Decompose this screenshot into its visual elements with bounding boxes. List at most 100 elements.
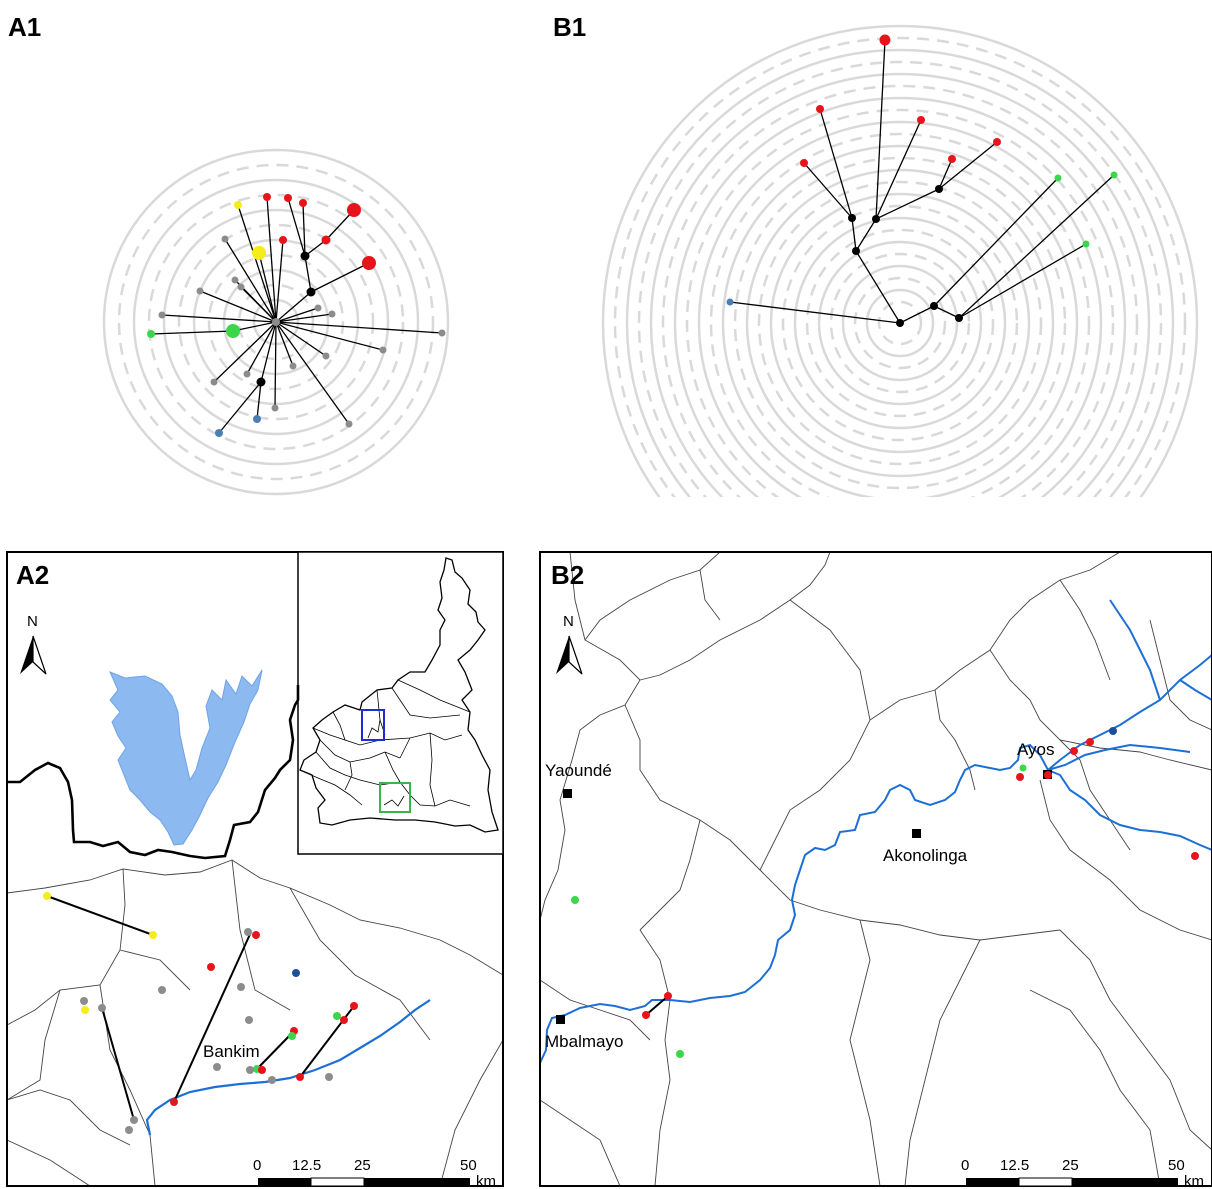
- a2-frame: [6, 551, 504, 1187]
- a1-node: [289, 362, 297, 370]
- a2-point: [252, 931, 260, 939]
- a1-node: [362, 256, 376, 270]
- a2-point: [245, 1016, 253, 1024]
- panel-label-b1: B1: [553, 12, 586, 42]
- a1-node: [321, 235, 331, 245]
- a1-node: [306, 287, 316, 297]
- a2-inset-frame: [297, 551, 504, 855]
- a1-node: [279, 236, 287, 244]
- a1-node: [158, 311, 166, 319]
- panel-label-a2: A2: [16, 560, 49, 590]
- town-yaounde-marker: [563, 789, 572, 798]
- b1-rings: [601, 24, 1199, 497]
- a1-node: [328, 310, 336, 318]
- b1-node: [848, 214, 856, 222]
- a1-node: [345, 420, 353, 428]
- svg-text:N: N: [563, 613, 574, 630]
- b1-node: [726, 298, 734, 306]
- b1-node: [879, 34, 891, 46]
- b2-rivers: [540, 599, 1212, 1064]
- a2-point: [125, 1126, 133, 1134]
- a1-node: [271, 404, 279, 412]
- b1-node: [800, 159, 808, 167]
- a2-point: [268, 1076, 276, 1084]
- a1-node: [438, 329, 446, 337]
- a2-point: [296, 1073, 304, 1081]
- scale-t0: 0: [961, 1157, 969, 1174]
- a1-node: [347, 203, 361, 217]
- b1-node: [852, 247, 860, 255]
- scale-t3: 50: [460, 1157, 477, 1174]
- a1-node: [272, 318, 280, 326]
- b1-node: [1110, 171, 1118, 179]
- cameroon-outline: [299, 557, 499, 833]
- b2-point: [1019, 764, 1027, 772]
- a2-point: [149, 931, 157, 939]
- a1-node: [322, 352, 330, 360]
- b2-point: [1109, 727, 1117, 735]
- a2-point: [130, 1116, 138, 1124]
- b1-edges: [729, 39, 1115, 324]
- a1-node: [299, 199, 307, 207]
- north-arrow-b2: N: [556, 613, 583, 675]
- b1-node: [935, 185, 943, 193]
- a2-point: [170, 1098, 178, 1106]
- a2-point: [340, 1016, 348, 1024]
- b1-node: [896, 319, 904, 327]
- place-yaounde: Yaoundé: [545, 761, 612, 780]
- b2-boundaries: [540, 552, 1212, 1186]
- b1-node: [993, 138, 1001, 146]
- a2-point: [244, 928, 252, 936]
- scale-unit: km: [476, 1173, 496, 1189]
- a2-point: [333, 1012, 341, 1020]
- b1-node: [917, 116, 925, 124]
- b2-scalebar: 0 12.5 25 50 km: [961, 1157, 1204, 1189]
- a1-network: [102, 148, 450, 496]
- svg-text:N: N: [27, 613, 38, 630]
- a2-border: [7, 685, 300, 860]
- a1-node: [226, 324, 240, 338]
- a2-point: [98, 1004, 106, 1012]
- b2-point: [571, 896, 579, 904]
- scale-t1: 12.5: [1000, 1157, 1029, 1174]
- a2-point: [213, 1063, 221, 1071]
- panel-label-b2: B2: [551, 560, 584, 590]
- b1-node: [816, 105, 824, 113]
- a1-node: [221, 235, 229, 243]
- a2-point: [350, 1002, 358, 1010]
- a2-point: [258, 1066, 266, 1074]
- b2-point: [664, 992, 672, 1000]
- place-akonolinga: Akonolinga: [883, 846, 968, 865]
- a2-point: [207, 963, 215, 971]
- a1-node: [196, 287, 204, 295]
- b2-point: [1044, 771, 1052, 779]
- a1-node: [314, 304, 322, 312]
- b2-point: [1016, 773, 1024, 781]
- north-arrow-a2: N: [20, 613, 47, 675]
- a2-point: [80, 997, 88, 1005]
- a1-nodes: [147, 193, 446, 437]
- a2-points: [43, 892, 358, 1134]
- b1-node: [955, 314, 963, 322]
- a1-node: [215, 429, 223, 437]
- a1-node: [263, 193, 271, 201]
- b1-network: [601, 24, 1199, 497]
- scale-t2: 25: [354, 1157, 371, 1174]
- a1-node: [256, 377, 266, 387]
- b2-map: [540, 552, 1212, 1186]
- a2-point: [158, 986, 166, 994]
- a2-point: [292, 969, 300, 977]
- b2-link: [645, 995, 669, 1016]
- a2-point: [237, 983, 245, 991]
- a1-node: [231, 276, 239, 284]
- a2-point: [246, 1066, 254, 1074]
- a2-point: [325, 1073, 333, 1081]
- a2-point: [288, 1032, 296, 1040]
- scale-t2: 25: [1062, 1157, 1079, 1174]
- b2-points: [571, 727, 1199, 1058]
- inset-blue-box: [361, 709, 385, 741]
- b1-node: [872, 215, 880, 223]
- scale-unit: km: [1184, 1173, 1204, 1189]
- a1-node: [253, 415, 261, 423]
- a1-node: [234, 201, 242, 209]
